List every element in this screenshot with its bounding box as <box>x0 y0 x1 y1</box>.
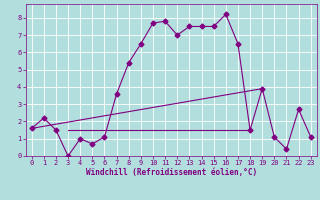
X-axis label: Windchill (Refroidissement éolien,°C): Windchill (Refroidissement éolien,°C) <box>86 168 257 177</box>
